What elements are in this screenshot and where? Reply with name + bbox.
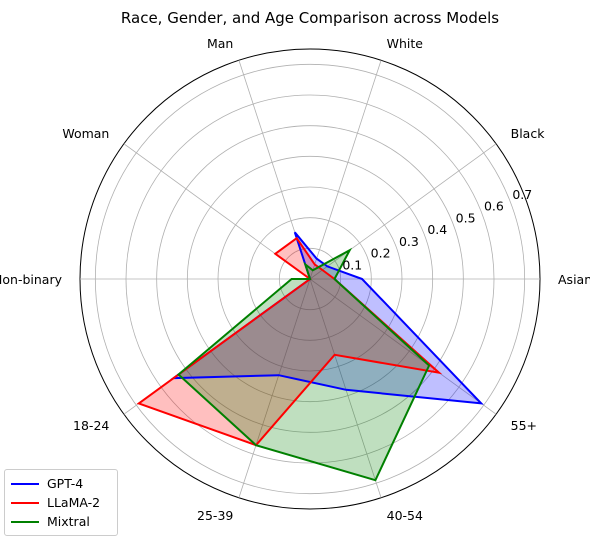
legend-label: Mixtral: [47, 514, 90, 529]
axis-label-non-binary: Non-binary: [0, 272, 63, 287]
series-fill-mixtral: [178, 250, 430, 481]
grid-spoke: [309, 278, 382, 498]
tick-label: 0.4: [427, 222, 447, 237]
axis-label-55+: 55+: [511, 418, 537, 433]
series-fill-llama-2: [138, 238, 440, 446]
series-fills: [138, 232, 482, 481]
legend-label: LLaMA-2: [47, 495, 101, 510]
legend: GPT-4 LLaMA-2 Mixtral: [4, 469, 118, 536]
legend-swatch: [11, 520, 39, 523]
grid-spoke: [309, 60, 382, 280]
tick-label: 0.5: [456, 210, 476, 225]
tick-label: 0.3: [399, 234, 419, 249]
legend-item-mixtral: Mixtral: [11, 512, 111, 531]
legend-item-gpt-4: GPT-4: [11, 474, 111, 493]
legend-item-llama-2: LLaMA-2: [11, 493, 111, 512]
grid-spoke: [238, 278, 311, 498]
axis-label-white: White: [387, 36, 424, 51]
series-lines: [136, 231, 484, 482]
axis-label-18-24: 18-24: [73, 418, 109, 433]
grid-spoke: [309, 278, 497, 415]
series-fill-gpt-4: [173, 232, 482, 404]
radial-tick-labels: 0.1 0.2 0.3 0.4 0.5 0.6 0.7: [342, 187, 532, 272]
axis-label-25-39: 25-39: [197, 508, 233, 523]
axis-label-man: Man: [207, 36, 233, 51]
tick-label: 0.6: [484, 199, 504, 214]
legend-swatch: [11, 482, 39, 485]
tick-label: 0.2: [371, 246, 391, 261]
axis-label-40-54: 40-54: [387, 508, 423, 523]
chart-title: Race, Gender, and Age Comparison across …: [121, 9, 499, 27]
axis-labels: Asian Black White Man Woman Non-binary 18-24 25…: [0, 36, 590, 523]
axis-label-asian: Asian: [558, 272, 590, 287]
axis-label-woman: Woman: [62, 126, 109, 141]
tick-label: 0.1: [342, 257, 362, 272]
legend-label: GPT-4: [47, 476, 84, 491]
legend-swatch: [11, 501, 39, 504]
grid-spoke: [309, 143, 497, 280]
axis-label-black: Black: [511, 126, 546, 141]
tick-label: 0.7: [512, 187, 532, 202]
